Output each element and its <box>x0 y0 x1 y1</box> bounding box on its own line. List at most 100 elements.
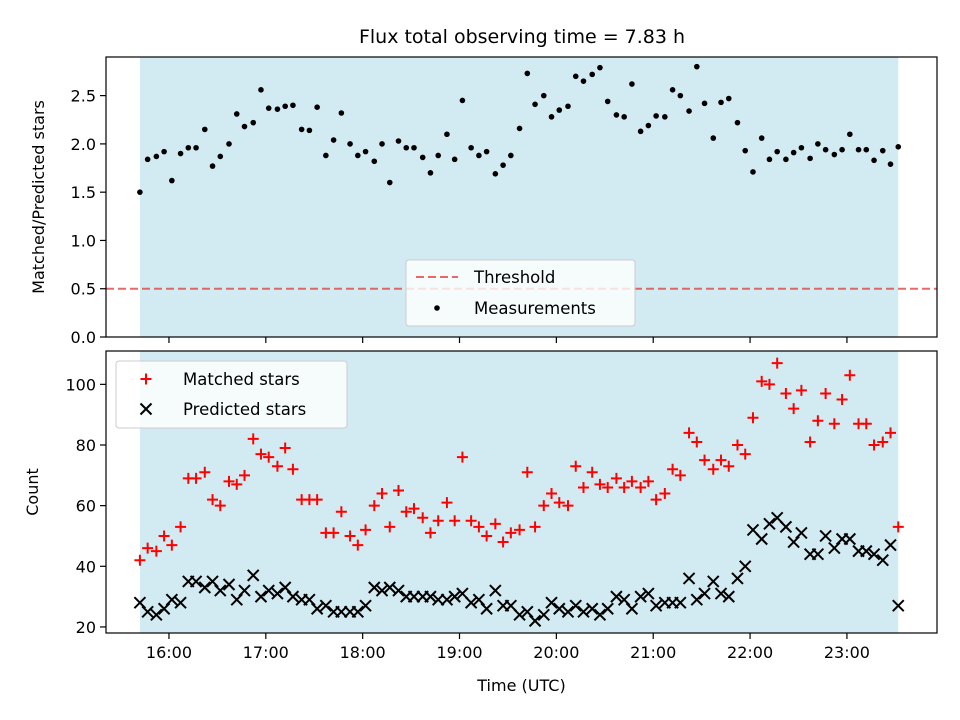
measurement-point <box>371 158 378 165</box>
predicted-star-point <box>174 596 187 609</box>
measurement-point <box>419 154 426 161</box>
matched-star-point <box>683 427 695 439</box>
measurement-point <box>662 114 668 120</box>
measurement-point <box>298 126 305 133</box>
matched-star-point <box>271 460 283 472</box>
predicted-star-point <box>811 547 825 561</box>
predicted-star-point <box>165 593 179 606</box>
predicted-star-point <box>722 590 735 603</box>
predicted-star-point <box>779 520 793 534</box>
measurement-point <box>169 177 175 184</box>
measurement-point <box>459 97 466 104</box>
measurement-point <box>815 141 821 147</box>
legend-box <box>405 259 636 327</box>
predicted-star-point <box>642 587 655 600</box>
legend-threshold-label: Threshold <box>473 268 555 287</box>
measurement-point <box>694 63 700 70</box>
legend-measurements-swatch <box>434 305 440 311</box>
axes-frame <box>105 56 938 338</box>
measurement-point <box>282 103 288 110</box>
predicted-star-point <box>674 596 687 609</box>
measurement-point <box>193 144 199 151</box>
matched-star-point <box>763 378 775 390</box>
predicted-star-point <box>577 605 590 618</box>
y-tick-label: 2.5 <box>71 87 96 106</box>
predicted-star-point <box>610 590 623 603</box>
measurement-point <box>831 151 838 158</box>
matched-star-point <box>207 494 219 506</box>
matched-star-point <box>190 472 202 484</box>
predicted-star-point <box>247 569 260 582</box>
measurement-point <box>323 152 329 159</box>
matched-star-point <box>449 515 461 527</box>
chart-title: Flux total observing time = 7.83 h <box>359 26 685 48</box>
y-tick-label: 1.5 <box>71 183 96 202</box>
x-tick-label: 22:00 <box>727 643 773 662</box>
matched-star-point <box>650 494 662 506</box>
matched-star-point <box>804 436 816 448</box>
matched-star-point <box>788 403 800 415</box>
matched-star-point <box>456 451 468 463</box>
predicted-star-point <box>375 584 389 597</box>
predicted-star-point <box>876 554 889 567</box>
matched-star-point <box>780 387 792 399</box>
measurement-point <box>548 114 555 120</box>
measurement-point <box>500 162 506 168</box>
measurement-point <box>798 144 805 151</box>
measurement-point <box>686 108 692 114</box>
measurement-point <box>274 106 281 112</box>
measurement-point <box>863 146 870 153</box>
legend-predicted-swatch <box>139 402 153 416</box>
matched-star-point <box>812 415 824 427</box>
matched-star-point <box>263 451 275 463</box>
measurement-point <box>822 146 829 153</box>
matched-star-point <box>771 357 783 369</box>
predicted-star-point <box>489 584 502 597</box>
y-tick-label: 1.0 <box>71 231 96 250</box>
predicted-star-point <box>271 587 284 600</box>
x-tick-label: 19:00 <box>436 643 482 662</box>
predicted-star-point <box>440 593 454 606</box>
matched-star-point <box>514 524 526 536</box>
predicted-star-point <box>561 605 575 618</box>
x-tick-label: 17:00 <box>243 643 289 662</box>
matched-star-point <box>368 500 380 512</box>
matched-star-point <box>408 503 420 515</box>
matched-star-point <box>417 512 429 524</box>
measurement-point <box>807 155 813 162</box>
measurement-point <box>444 131 450 138</box>
matched-star-point <box>699 454 711 466</box>
matched-star-point <box>562 500 574 512</box>
matched-star-point <box>546 488 558 500</box>
matched-star-point <box>150 545 162 557</box>
matched-star-point <box>577 481 589 493</box>
measurement-point <box>508 152 514 159</box>
predicted-star-point <box>424 590 437 603</box>
measurement-point <box>217 153 224 160</box>
predicted-star-point <box>150 608 163 622</box>
x-tick-label: 18:00 <box>340 643 386 662</box>
y-tick-label: 100 <box>65 375 96 394</box>
matched-star-point <box>400 506 412 518</box>
predicted-star-point <box>368 581 381 594</box>
matched-star-point <box>175 521 187 533</box>
measurement-point <box>161 148 167 155</box>
matched-star-point <box>231 478 243 490</box>
measurement-point <box>233 111 240 117</box>
predicted-star-point <box>731 572 744 585</box>
predicted-star-point <box>682 572 696 585</box>
measurement-point <box>774 148 780 155</box>
matched-star-point <box>465 515 477 527</box>
matched-star-point <box>642 475 654 487</box>
measurement-point <box>209 163 216 169</box>
x-tick-label: 21:00 <box>630 643 676 662</box>
measurement-point <box>258 87 264 93</box>
matched-star-point <box>223 475 235 487</box>
measurement-point <box>621 114 627 120</box>
predicted-star-point <box>860 544 873 558</box>
predicted-star-point <box>892 599 905 612</box>
predicted-star-point <box>714 587 728 600</box>
measurement-point <box>144 156 151 163</box>
matched-star-point <box>199 466 211 478</box>
measurement-point <box>790 149 797 156</box>
